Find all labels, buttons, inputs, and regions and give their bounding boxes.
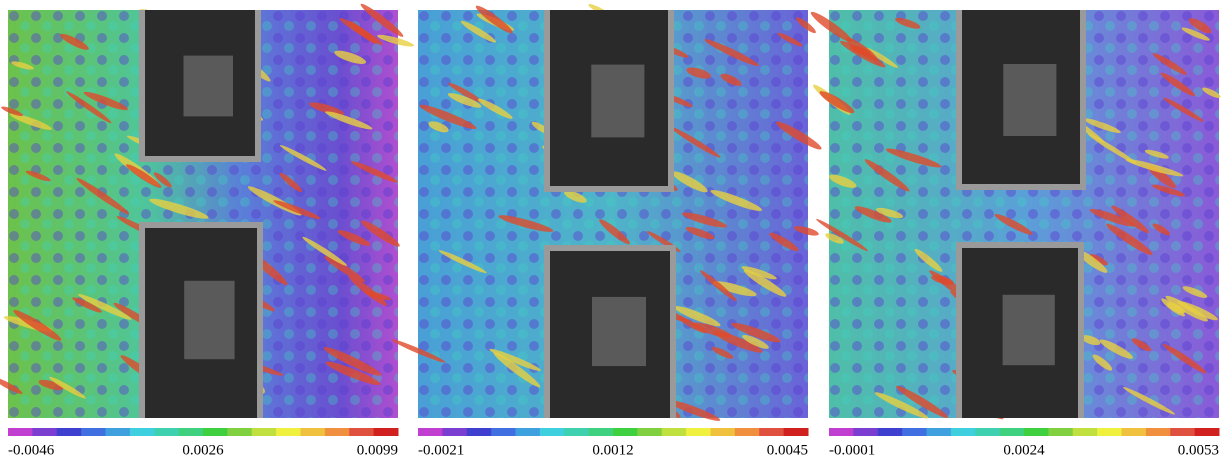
colorbar-max-label: 0.0099 (357, 442, 398, 458)
colorbar-segment (276, 428, 301, 436)
panel (808, 9, 1222, 422)
colorbar-segment (829, 428, 854, 436)
colorbar-segment (374, 428, 399, 436)
panel (0, 1, 415, 418)
colorbar-segment (32, 428, 57, 436)
background-detail (1003, 64, 1056, 136)
colorbar-segment (1195, 428, 1220, 436)
colorbar-segment (252, 428, 277, 436)
colorbar-segment (589, 428, 614, 436)
colorbar-segment (927, 428, 952, 436)
colorbar-segment (540, 428, 565, 436)
colorbar-segment (8, 428, 33, 436)
colorbar-mid-label: 0.0012 (592, 442, 633, 458)
colorbar-segment (1024, 428, 1049, 436)
colorbar-segment (637, 428, 662, 436)
colorbar-segment (1000, 428, 1025, 436)
colorbar-max-label: 0.0053 (1178, 442, 1219, 458)
colorbar-segment (1122, 428, 1147, 436)
colorbar-segment (686, 428, 711, 436)
background-detail (184, 281, 234, 359)
colorbar-segment (130, 428, 155, 436)
background-detail (591, 65, 644, 138)
colorbar-mid-label: 0.0026 (182, 442, 224, 458)
colorbar-segment (759, 428, 784, 436)
colorbar-segment (1170, 428, 1195, 436)
colorbar-segment (418, 428, 443, 436)
colorbar-mid-label: 0.0024 (1003, 442, 1045, 458)
colorbar-segment (325, 428, 350, 436)
colorbar-segment (1097, 428, 1122, 436)
background-detail (184, 56, 234, 117)
colorbar-segment (1146, 428, 1171, 436)
colorbar-segment (1073, 428, 1098, 436)
figure: -0.0046 0.0026 0.0099 -0.0021 0.0012 0.0045 -0… (0, 0, 1226, 460)
colorbar-segment (203, 428, 228, 436)
colorbar-min-label: -0.0046 (8, 442, 55, 458)
colorbar-max-label: 0.0045 (767, 442, 808, 458)
colorbar-segment (467, 428, 492, 436)
background-detail (1003, 295, 1055, 365)
colorbar-segment (784, 428, 809, 436)
colorbar-segment (227, 428, 252, 436)
colorbar-segment (154, 428, 179, 436)
colorbar-segment (349, 428, 374, 436)
colorbar-segment (442, 428, 467, 436)
panel (391, 2, 824, 424)
colorbar-segment (711, 428, 736, 436)
colorbar-segment (57, 428, 82, 436)
background-detail (592, 297, 646, 366)
colorbar-segment (301, 428, 326, 436)
strain-maps: -0.0046 0.0026 0.0099 -0.0021 0.0012 0.0045 -0… (0, 0, 1226, 460)
colorbar-segment (662, 428, 687, 436)
colorbar-segment (564, 428, 589, 436)
colorbar-segment (516, 428, 541, 436)
colorbar-segment (491, 428, 516, 436)
colorbar-segment (735, 428, 760, 436)
colorbar-segment (81, 428, 106, 436)
colorbar-segment (902, 428, 927, 436)
colorbar-segment (975, 428, 1000, 436)
colorbar-segment (951, 428, 976, 436)
colorbar-segment (179, 428, 204, 436)
colorbar-min-label: -0.0021 (418, 442, 464, 458)
colorbar-min-label: -0.0001 (829, 442, 875, 458)
colorbar-segment (878, 428, 903, 436)
colorbar-segment (613, 428, 638, 436)
colorbar-segment (1048, 428, 1073, 436)
colorbar-segment (853, 428, 878, 436)
colorbar-segment (106, 428, 131, 436)
